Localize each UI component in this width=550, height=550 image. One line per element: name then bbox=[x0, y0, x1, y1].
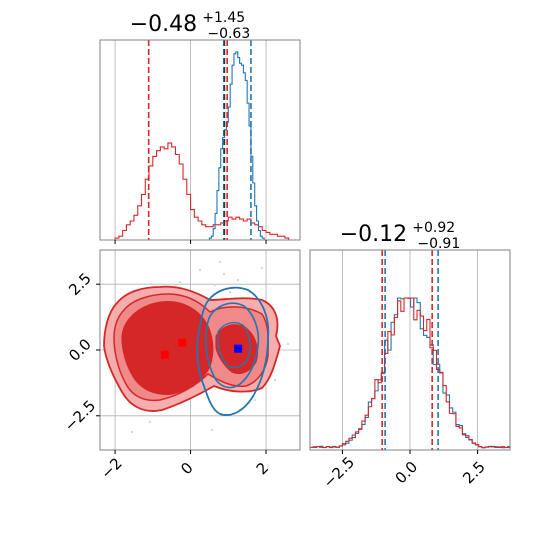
hist-y-tick-label: 2.5 bbox=[459, 458, 489, 488]
hist-x-panel: −0.48 +1.45 −0.63 bbox=[99, 7, 301, 244]
blue-contour-mid bbox=[205, 302, 260, 389]
hist-y-grid bbox=[342, 250, 478, 450]
joint-marker bbox=[234, 344, 243, 353]
joint-y-tick-label: 0.0 bbox=[65, 335, 95, 365]
hist-x-title-sub: −0.63 bbox=[207, 26, 250, 42]
hist-y-title-sup: +0.92 bbox=[412, 220, 455, 236]
joint-marker bbox=[160, 350, 169, 359]
hist-y-quantile-lines bbox=[381, 250, 439, 450]
joint-panel: −2 0 2 −2.5 0.0 2.5 bbox=[61, 249, 301, 483]
hist-y-title-sub: −0.91 bbox=[417, 236, 460, 252]
blue-contour-outer bbox=[196, 286, 270, 416]
hist-y-series bbox=[310, 297, 510, 450]
hist-x-title: −0.48 +1.45 −0.63 bbox=[130, 7, 251, 42]
joint-markers bbox=[160, 338, 243, 359]
joint-marker bbox=[178, 338, 187, 347]
hist-x-frame bbox=[100, 40, 300, 240]
hist-y-title: −0.12 +0.92 −0.91 bbox=[340, 217, 461, 252]
red-contour-inner-fill bbox=[121, 301, 214, 395]
joint-y-tick-label: −2.5 bbox=[61, 397, 99, 435]
hist-y-series-red bbox=[310, 297, 510, 450]
hist-y-tick-label: −2.5 bbox=[320, 453, 358, 491]
joint-contours bbox=[103, 260, 290, 434]
hist-x-quantile-lines bbox=[147, 40, 252, 240]
hist-x-title-sup: +1.45 bbox=[202, 10, 245, 26]
joint-y-tick-label: 2.5 bbox=[65, 269, 95, 299]
hist-y-title-main: −0.12 bbox=[340, 222, 407, 247]
hist-y-tick-label: 0.0 bbox=[392, 458, 422, 488]
hist-x-ticks bbox=[114, 240, 267, 244]
joint-x-tick-label: 0 bbox=[177, 459, 196, 478]
hist-x-series bbox=[114, 51, 290, 240]
joint-x-tick-label: 2 bbox=[253, 459, 272, 478]
hist-y-panel: −2.5 0.0 2.5 −0.12 +0.92 −0.91 bbox=[309, 217, 511, 492]
hist-x-title-main: −0.48 bbox=[130, 12, 197, 37]
hist-x-series-blue bbox=[208, 51, 265, 240]
blue-contour-inner bbox=[217, 321, 251, 369]
hist-y-ticks: −2.5 0.0 2.5 bbox=[320, 450, 489, 492]
joint-x-tick-label: −2 bbox=[97, 454, 125, 482]
